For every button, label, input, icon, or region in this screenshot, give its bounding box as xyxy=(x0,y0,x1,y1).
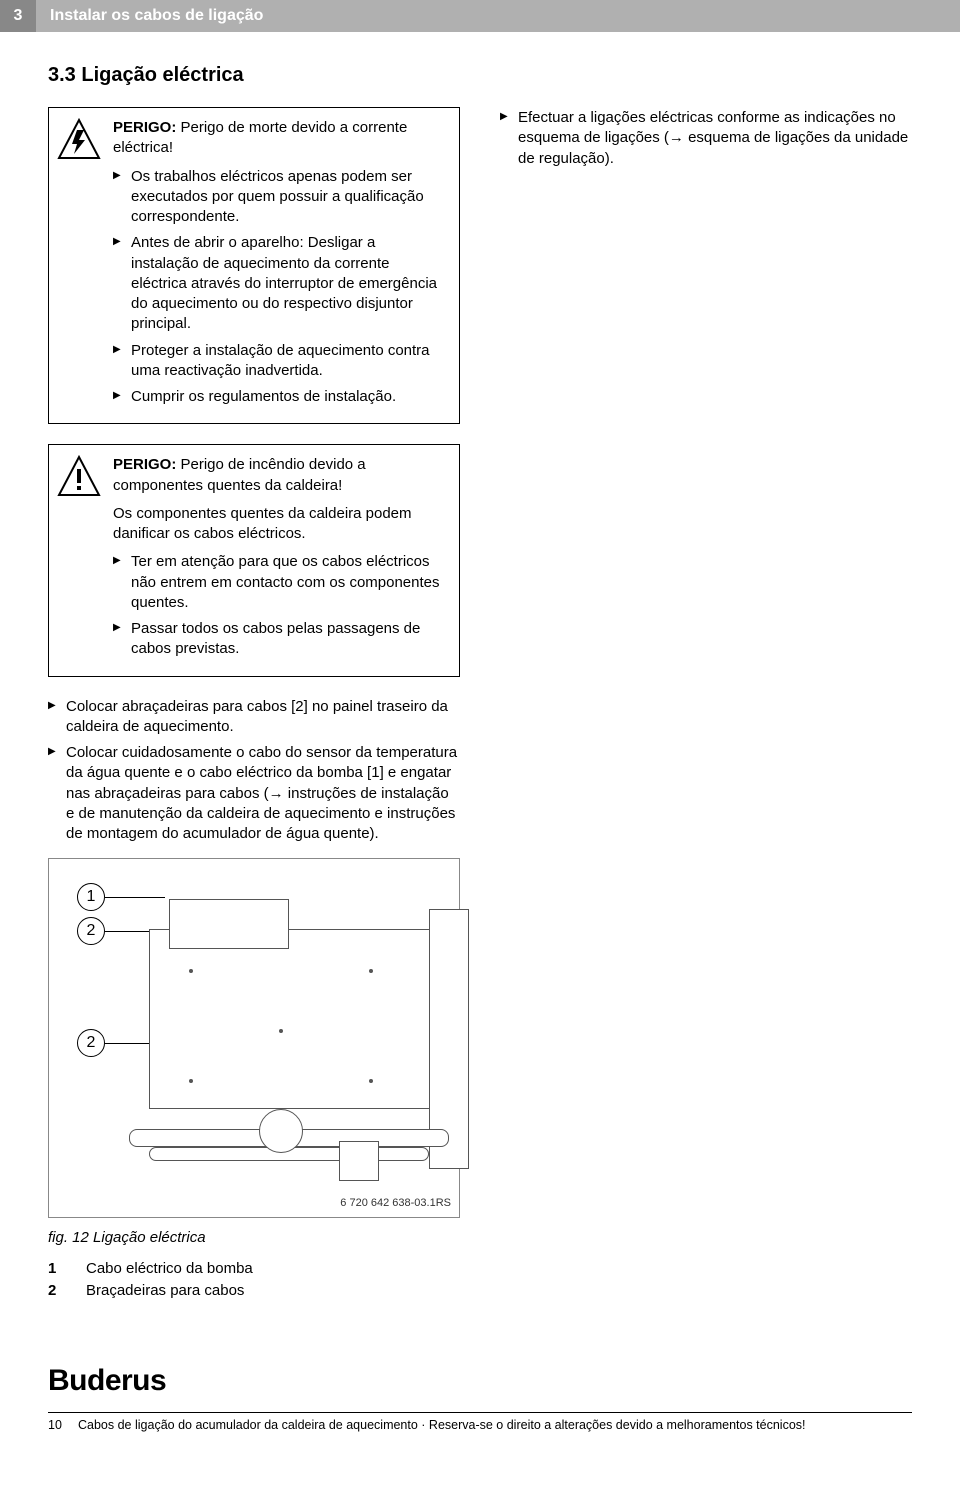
legend-text: Braçadeiras para cabos xyxy=(86,1281,244,1301)
warning-intro: PERIGO: Perigo de incêndio devido a comp… xyxy=(113,455,447,496)
technical-drawing xyxy=(109,889,449,1177)
figure-caption: fig. 12 Ligação eléctrica xyxy=(48,1228,460,1248)
legend-num: 2 xyxy=(48,1281,62,1301)
chapter-number: 3 xyxy=(0,0,36,32)
figure-code: 6 720 642 638-03.1RS xyxy=(340,1196,451,1211)
warning-para: Os componentes quentes da caldeira podem… xyxy=(113,504,447,545)
left-column: 3.3 Ligação eléctrica PERIGO: Perigo de … xyxy=(48,62,460,1321)
warning-bullet-list: Ter em atenção para que os cabos eléctri… xyxy=(113,552,447,659)
warning-bullet: Proteger a instalação de aquecimento con… xyxy=(113,341,447,382)
warning-bullet: Ter em atenção para que os cabos eléctri… xyxy=(113,552,447,613)
page-number: 10 xyxy=(48,1417,78,1434)
footer: 10 Cabos de ligação do acumulador da cal… xyxy=(48,1412,912,1434)
warning-bullet-list: Os trabalhos eléctricos apenas podem ser… xyxy=(113,167,447,408)
warning-box-fire: PERIGO: Perigo de incêndio devido a comp… xyxy=(48,444,460,676)
legend-row: 1 Cabo eléctrico da bomba xyxy=(48,1259,460,1279)
figure-block: 1 2 2 xyxy=(48,858,460,1218)
logo-row: Buderus xyxy=(0,1361,960,1412)
footer-text: Cabos de ligação do acumulador da caldei… xyxy=(78,1417,912,1434)
instruction-list: Colocar abraçadeiras para cabos [2] no p… xyxy=(48,697,460,845)
warning-body: PERIGO: Perigo de morte devido a corrent… xyxy=(109,108,459,423)
warning-bullet: Antes de abrir o aparelho: Desligar a in… xyxy=(113,233,447,334)
chapter-title: Instalar os cabos de ligação xyxy=(36,0,263,32)
warning-lead: PERIGO: xyxy=(113,456,176,473)
figure-legend: 1 Cabo eléctrico da bomba 2 Braçadeiras … xyxy=(48,1259,460,1302)
warning-bullet: Passar todos os cabos pelas passagens de… xyxy=(113,619,447,660)
two-column-layout: 3.3 Ligação eléctrica PERIGO: Perigo de … xyxy=(48,62,912,1321)
lightning-warning-icon xyxy=(57,118,101,162)
warning-lead: PERIGO: xyxy=(113,119,176,136)
legend-row: 2 Braçadeiras para cabos xyxy=(48,1281,460,1301)
figure-callout-1: 1 xyxy=(77,883,105,911)
instruction-item: Efectuar a ligações eléctricas conforme … xyxy=(500,108,912,169)
legend-num: 1 xyxy=(48,1259,62,1279)
content-area: 3.3 Ligação eléctrica PERIGO: Perigo de … xyxy=(0,32,960,1321)
instruction-item: Colocar cuidadosamente o cabo do sensor … xyxy=(48,743,460,844)
brand-logo: Buderus xyxy=(48,1361,166,1402)
right-instruction-list: Efectuar a ligações eléctricas conforme … xyxy=(500,108,912,169)
section-heading: 3.3 Ligação eléctrica xyxy=(48,62,460,89)
warning-intro: PERIGO: Perigo de morte devido a corrent… xyxy=(113,118,447,159)
figure-callout-2b: 2 xyxy=(77,1029,105,1057)
right-column: Efectuar a ligações eléctricas conforme … xyxy=(500,62,912,1321)
page: 3 Instalar os cabos de ligação 3.3 Ligaç… xyxy=(0,0,960,1453)
chapter-header: 3 Instalar os cabos de ligação xyxy=(0,0,960,32)
warning-bullet: Os trabalhos eléctricos apenas podem ser… xyxy=(113,167,447,228)
figure-callout-2: 2 xyxy=(77,917,105,945)
warning-box-electrical: PERIGO: Perigo de morte devido a corrent… xyxy=(48,107,460,424)
legend-text: Cabo eléctrico da bomba xyxy=(86,1259,253,1279)
exclamation-warning-icon xyxy=(57,455,101,499)
warning-icon-cell xyxy=(49,108,109,423)
instruction-item: Colocar abraçadeiras para cabos [2] no p… xyxy=(48,697,460,738)
warning-body: PERIGO: Perigo de incêndio devido a comp… xyxy=(109,445,459,675)
warning-icon-cell xyxy=(49,445,109,675)
warning-bullet: Cumprir os regulamentos de instalação. xyxy=(113,387,447,407)
